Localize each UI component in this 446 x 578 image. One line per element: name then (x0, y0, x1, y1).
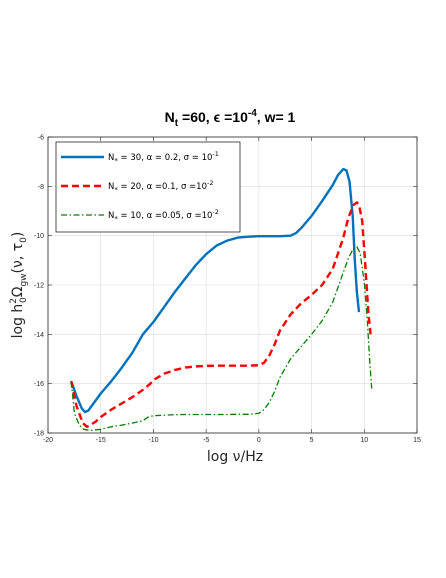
x-tick-label: 15 (413, 437, 421, 444)
legend-label-3: N* = 10, α =0.05, σ =10-2 (108, 208, 219, 223)
x-tick-label: -5 (203, 437, 209, 444)
x-axis-label: log ν/Hz (207, 449, 263, 465)
legend-label-2: N* = 20, α =0.1, σ =10-2 (108, 179, 213, 194)
y-tick-label: -12 (34, 283, 44, 290)
x-tick-label: 0 (257, 437, 261, 444)
y-tick-label: -18 (34, 431, 44, 438)
title-prefix: N (165, 109, 175, 125)
y-tick-label: -14 (34, 332, 44, 339)
chart-title: Nt =60, ϵ =10-4, w= 1 (165, 108, 296, 129)
title-exponent: -4 (248, 108, 257, 119)
y-tick-label: -8 (38, 184, 44, 191)
series-line-2 (70, 201, 372, 428)
y-axis-label: log h20Ωgw(ν, τ0) (9, 232, 29, 339)
y-tick-label: -6 (38, 135, 44, 142)
x-tick-label: 10 (360, 437, 368, 444)
series-line-1 (70, 167, 361, 414)
axes-box (47, 136, 418, 434)
series-line-3 (70, 246, 373, 432)
title-middle: =60, ϵ =10 (178, 109, 248, 125)
legend: N* = 30, α = 0.2, σ = 10-1 N* = 20, α =0.… (55, 141, 241, 233)
y-tick-label: -16 (34, 381, 44, 388)
x-tick-label: 5 (310, 437, 314, 444)
legend-label-1: N* = 30, α = 0.2, σ = 10-1 (108, 150, 219, 165)
x-tick-label: -10 (148, 437, 158, 444)
x-tick-label: -20 (43, 437, 53, 444)
x-tick-label: -15 (96, 437, 106, 444)
title-suffix: , w= 1 (257, 109, 296, 125)
y-tick-label: -10 (34, 233, 44, 240)
title-prefix-sub: t (175, 118, 179, 129)
